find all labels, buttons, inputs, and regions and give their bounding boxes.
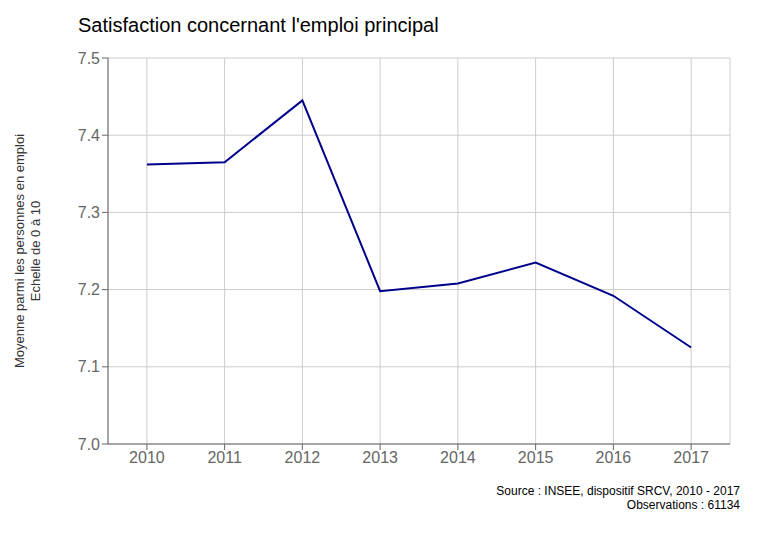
svg-text:7.5: 7.5	[78, 50, 100, 67]
svg-text:2011: 2011	[207, 449, 242, 466]
svg-text:2016: 2016	[596, 449, 632, 466]
svg-text:2017: 2017	[673, 449, 709, 466]
svg-text:7.3: 7.3	[78, 204, 100, 221]
svg-text:2012: 2012	[285, 449, 321, 466]
svg-text:2013: 2013	[362, 449, 398, 466]
svg-text:7.4: 7.4	[78, 127, 100, 144]
html-text:Satisfaction concernant l'empl: Satisfaction concernant l'emploi princip…	[78, 14, 439, 36]
svg-text:2010: 2010	[129, 449, 165, 466]
html-text:Observations : 61134: Observations : 61134	[626, 498, 740, 512]
svg-text:7.1: 7.1	[78, 358, 100, 375]
svg-text:7.0: 7.0	[78, 436, 100, 453]
html-text:Source : INSEE, dispositif SRC: Source : INSEE, dispositif SRCV, 2010 - …	[496, 484, 740, 498]
svg-text:7.2: 7.2	[78, 281, 100, 298]
svg-text:2014: 2014	[440, 449, 476, 466]
svg-text:2015: 2015	[518, 449, 554, 466]
svg-text:Moyenne parmi les personnes en: Moyenne parmi les personnes en emploiEch…	[12, 134, 43, 368]
